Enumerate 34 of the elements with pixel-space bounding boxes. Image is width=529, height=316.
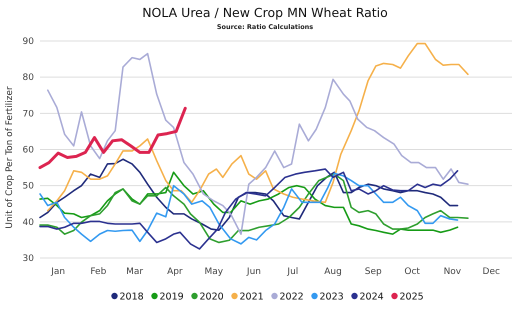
legend-label: 2023	[320, 292, 344, 302]
line-series	[39, 171, 458, 235]
chart-title: NOLA Urea / New Crop MN Wheat Ratio	[142, 5, 388, 20]
y-tick-label: 60	[22, 146, 34, 156]
y-tick-label: 50	[22, 182, 34, 192]
line-series	[46, 52, 469, 235]
x-tick-label: Sep	[364, 267, 382, 277]
x-tick-label: Nov	[444, 267, 462, 277]
x-tick-label: Apr	[167, 267, 183, 277]
legend-label: 2020	[200, 292, 224, 302]
x-tick-label: Oct	[404, 267, 420, 277]
legend-label: 2021	[240, 292, 264, 302]
legend-label: 2022	[280, 292, 304, 302]
x-tick-label: Feb	[90, 267, 107, 277]
legend-label: 2019	[160, 292, 184, 302]
y-tick-label: 80	[22, 73, 34, 84]
line-series	[39, 158, 458, 231]
legend-label: 2025	[400, 292, 424, 302]
legend-label: 2018	[120, 292, 144, 302]
legend-label: 2024	[360, 292, 384, 302]
x-tick-label: Jun	[246, 267, 261, 277]
x-tick-label: May	[204, 267, 224, 277]
y-tick-label: 70	[22, 109, 34, 120]
x-tick-label: Aug	[324, 267, 342, 277]
y-tick-label: 90	[22, 37, 34, 47]
x-tick-label: Jan	[50, 267, 66, 277]
line-series	[46, 42, 469, 212]
y-axis-title: Unit of Crop Per Ton of Fertilizer	[5, 86, 15, 229]
x-tick-label: Jul	[286, 267, 298, 277]
y-tick-label: 40	[22, 218, 34, 228]
x-tick-label: Dec	[482, 267, 500, 277]
x-tick-label: Mar	[126, 267, 144, 277]
line-series	[38, 106, 187, 170]
y-tick-label: 30	[22, 254, 34, 264]
